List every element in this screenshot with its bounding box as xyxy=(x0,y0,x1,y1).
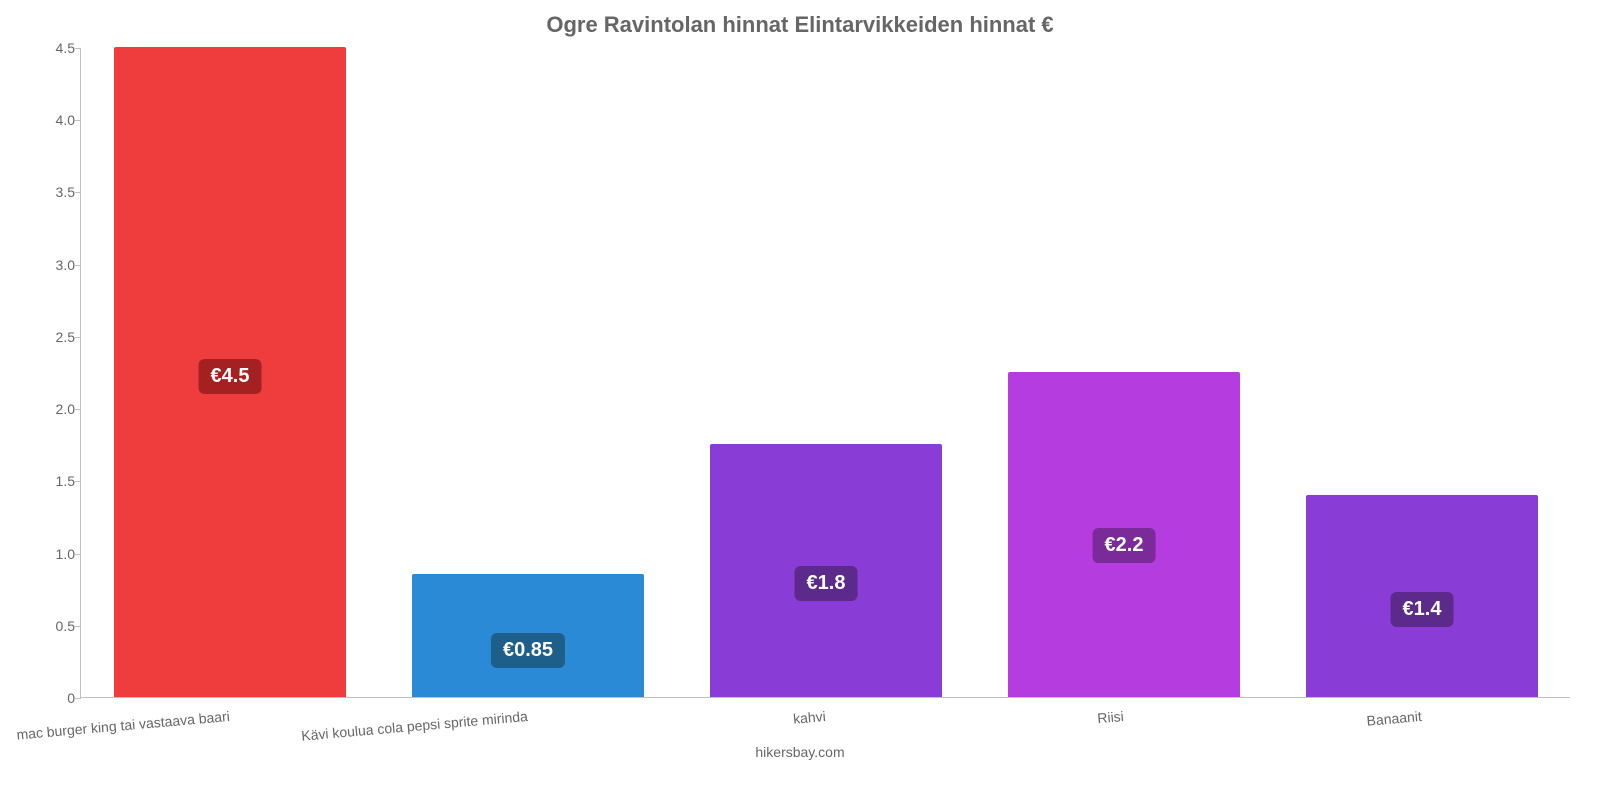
y-tick-label: 1.5 xyxy=(31,473,75,489)
x-axis-label: Riisi xyxy=(824,708,1124,750)
y-tick-label: 4.0 xyxy=(31,112,75,128)
y-tick-mark xyxy=(75,265,81,266)
y-tick-mark xyxy=(75,626,81,627)
y-tick-label: 3.0 xyxy=(31,257,75,273)
x-axis-label: Kävi koulua cola pepsi sprite mirinda xyxy=(228,708,528,750)
y-tick-label: 1.0 xyxy=(31,546,75,562)
bar-value-label: €4.5 xyxy=(199,359,262,394)
bar-value-label: €1.4 xyxy=(1391,592,1454,627)
y-tick-mark xyxy=(75,337,81,338)
x-axis-label: Banaanit xyxy=(1122,708,1422,750)
y-tick-mark xyxy=(75,48,81,49)
y-tick-mark xyxy=(75,409,81,410)
bar-value-label: €2.2 xyxy=(1093,528,1156,563)
y-tick-mark xyxy=(75,192,81,193)
x-axis-label: mac burger king tai vastaava baari xyxy=(0,708,230,750)
y-tick-label: 2.0 xyxy=(31,401,75,417)
y-tick-label: 0.5 xyxy=(31,618,75,634)
chart-title: Ogre Ravintolan hinnat Elintarvikkeiden … xyxy=(0,0,1600,46)
y-tick-mark xyxy=(75,481,81,482)
y-tick-label: 2.5 xyxy=(31,329,75,345)
y-tick-mark xyxy=(75,554,81,555)
plot-box: 00.51.01.52.02.53.03.54.04.5€4.5€0.85€1.… xyxy=(80,48,1570,698)
bar: €0.85 xyxy=(412,574,644,697)
y-tick-label: 0 xyxy=(31,690,75,706)
bar: €2.2 xyxy=(1008,372,1240,697)
y-tick-label: 3.5 xyxy=(31,184,75,200)
bar-value-label: €0.85 xyxy=(491,633,565,668)
y-tick-mark xyxy=(75,120,81,121)
chart-plot-area: 00.51.01.52.02.53.03.54.04.5€4.5€0.85€1.… xyxy=(80,48,1570,698)
bar: €1.8 xyxy=(710,444,942,697)
bar: €4.5 xyxy=(114,47,346,697)
y-tick-mark xyxy=(75,698,81,699)
y-tick-label: 4.5 xyxy=(31,40,75,56)
bar-value-label: €1.8 xyxy=(795,566,858,601)
bar: €1.4 xyxy=(1306,495,1538,697)
